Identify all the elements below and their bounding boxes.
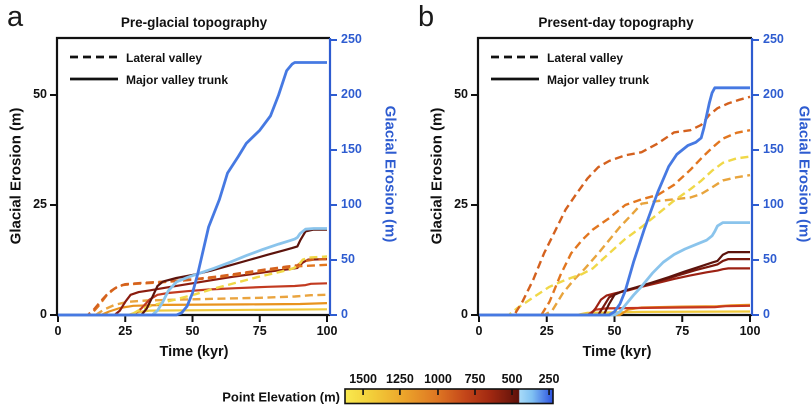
panel-a-x-tick-label: 50	[185, 324, 200, 338]
panel-b-left-axis-label: Glacial Erosion (m)	[428, 107, 446, 245]
colorbar-tick-label: 1000	[424, 372, 452, 386]
panel-a-right-tick-label: 100	[341, 197, 362, 211]
panel-b-x-tick-label: 100	[739, 324, 761, 338]
panel-a-legend-lateral-valley: Lateral valley	[126, 51, 203, 65]
panel-a-left-tick-label: 50	[33, 87, 47, 101]
panel-b-right-tick-label: 100	[763, 197, 784, 211]
panel-b-series-trunk-maroon	[479, 251, 750, 317]
panel-a-right-tick-label: 200	[341, 87, 362, 101]
panel-a-right-tick-label: 50	[341, 252, 355, 266]
panel-b-left-tick-label: 50	[454, 87, 468, 101]
panel-a-series-lateral-orange	[58, 257, 328, 317]
panel-a-right-tick-label: 250	[341, 32, 362, 46]
panel-b-series-lateral-yellow	[479, 155, 751, 317]
panel-b-series-lateral-orange-2	[479, 129, 751, 317]
panel-b-right-axis-label: Glacial Erosion (m)	[795, 105, 812, 243]
panel-b-right-tick-label: 200	[763, 87, 784, 101]
panel-b-right-tick-label: 50	[763, 252, 777, 266]
panel-letter-a: a	[7, 1, 24, 33]
panel-a-right-tick-label: 150	[341, 142, 362, 156]
panel-b-series-lateral-orange	[479, 95, 751, 317]
colorbar-tick-label: 500	[501, 372, 523, 386]
panel-a-right-axis-label: Glacial Erosion (m)	[381, 105, 399, 243]
panel-letter-b: b	[418, 1, 435, 33]
panel-b-right-tick-label: 0	[763, 307, 770, 321]
colorbar-tick-label: 250	[538, 372, 560, 386]
colorbar-label: Point Elevation (m)	[222, 389, 340, 405]
panel-b-x-tick-label: 0	[475, 324, 483, 338]
panel-b-title: Present-day topography	[538, 15, 694, 30]
panel-a-series-trunk-lightblue	[58, 227, 327, 317]
panel-b-right-tick-label: 250	[763, 32, 784, 46]
panel-a-left-tick-label: 0	[40, 307, 47, 321]
panel-b-legend-major-valley-trunk: Major valley trunk	[547, 73, 650, 87]
panel-b-x-tick-label: 50	[607, 324, 622, 338]
panel-a-legend-major-valley-trunk: Major valley trunk	[126, 73, 229, 87]
panel-a-x-tick-label: 100	[316, 324, 338, 338]
panel-b-series-trunk-lightblue	[479, 221, 750, 317]
colorbar-tick-label: 1500	[349, 372, 377, 386]
colorbar-tick-label: 1250	[386, 372, 414, 386]
panel-b-right-tick-label: 150	[763, 142, 784, 156]
colorbar-gradient	[344, 388, 554, 405]
panel-b-series-lateral-amber	[479, 173, 751, 317]
colorbar-tick-label: 750	[464, 372, 486, 386]
panel-a-left-tick-label: 25	[33, 197, 47, 211]
panel-a-x-tick-label: 75	[252, 324, 267, 338]
panel-b-left-tick-label: 25	[454, 197, 468, 211]
panel-b-x-axis-label: Time (kyr)	[582, 344, 652, 360]
panel-b-x-tick-label: 25	[539, 324, 554, 338]
panel-a-x-axis-label: Time (kyr)	[159, 344, 229, 360]
panel-a-x-tick-label: 25	[118, 324, 133, 338]
panel-b-legend-lateral-valley: Lateral valley	[547, 51, 624, 65]
panel-a-series-trunk-maroon	[58, 228, 327, 317]
panel-a-x-tick-label: 0	[54, 324, 62, 338]
panel-a-left-axis-label: Glacial Erosion (m)	[7, 107, 25, 245]
panel-a-series-trunk-red	[58, 282, 328, 317]
panel-b-series-trunk-red	[479, 304, 751, 317]
panel-b-series-trunk-blue	[479, 86, 750, 317]
panel-a-title: Pre-glacial topography	[120, 15, 268, 30]
panel-b-left-tick-label: 0	[461, 307, 468, 321]
panel-a-right-tick-label: 0	[341, 307, 348, 321]
panel-b-x-tick-label: 75	[675, 324, 690, 338]
panel-a-series-trunk-blue	[58, 61, 327, 317]
